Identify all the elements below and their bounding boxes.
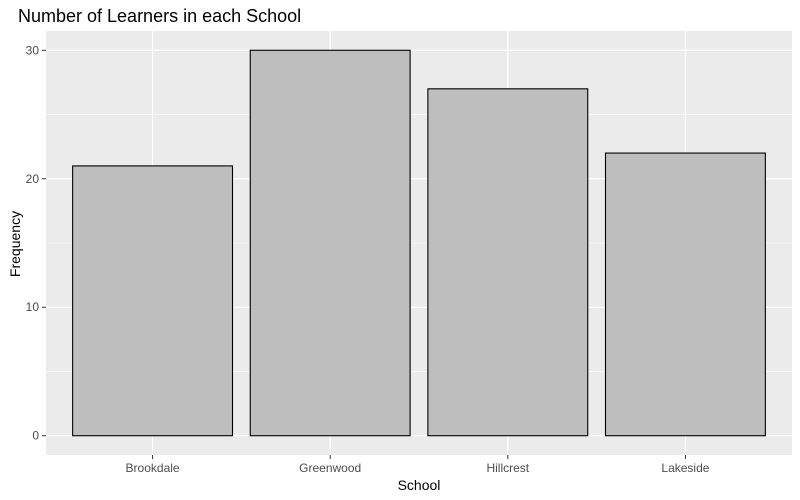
- bar-lakeside: [604, 152, 766, 437]
- x-tick-label: Lakeside: [661, 461, 709, 475]
- x-tick-label: Hillcrest: [486, 461, 529, 475]
- y-tick-label: 20: [26, 172, 40, 186]
- y-tick-label: 10: [26, 300, 40, 314]
- x-tick-label: Greenwood: [299, 461, 361, 475]
- bars: [72, 49, 766, 437]
- y-tick-label: 0: [32, 429, 39, 443]
- y-axis-title: Frequency: [7, 211, 23, 277]
- x-axis-title: School: [398, 477, 441, 493]
- bar-brookdale: [72, 165, 234, 437]
- bar-hillcrest: [427, 88, 589, 437]
- x-axis-ticks: Brookdale Greenwood Hillcrest Lakeside: [126, 455, 710, 475]
- x-tick-label: Brookdale: [126, 461, 180, 475]
- y-axis-ticks: 0 10 20 30: [26, 43, 46, 443]
- y-tick-label: 30: [26, 43, 40, 57]
- bar-greenwood: [249, 49, 411, 437]
- chart-title: Number of Learners in each School: [18, 6, 301, 26]
